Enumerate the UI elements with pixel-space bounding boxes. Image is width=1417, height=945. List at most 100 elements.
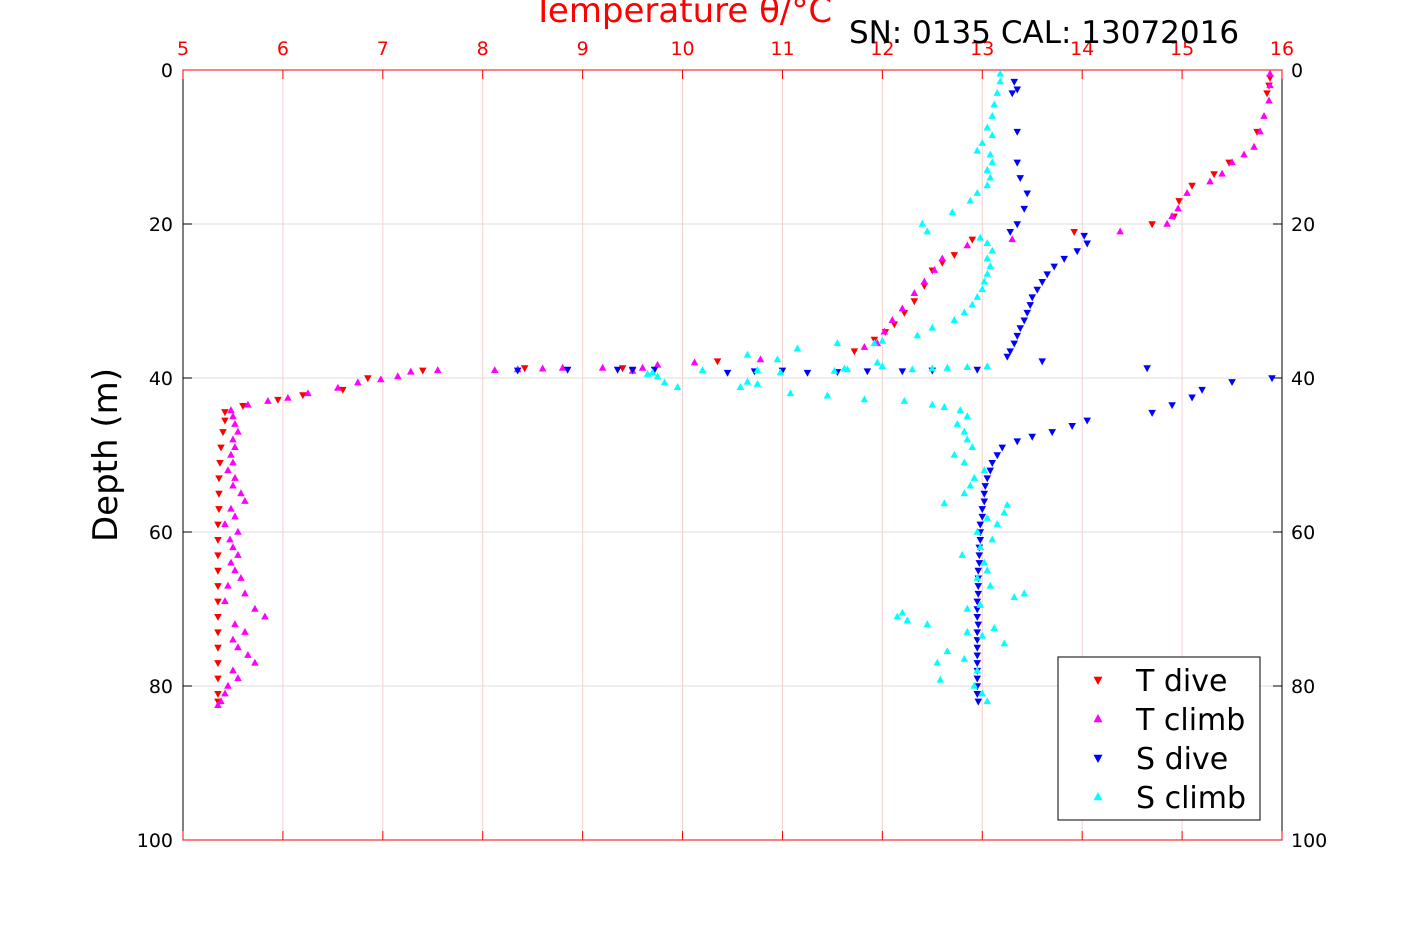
- x-tick-label: 12: [870, 38, 894, 60]
- data-point: [1083, 240, 1091, 248]
- y-tick-label-right: 20: [1291, 214, 1315, 236]
- data-point: [940, 403, 949, 410]
- data-point: [1013, 159, 1022, 167]
- data-point: [1008, 235, 1017, 243]
- data-point: [244, 400, 252, 408]
- data-point: [943, 363, 952, 371]
- data-point: [215, 475, 223, 483]
- data-point: [928, 364, 937, 372]
- data-point: [563, 366, 572, 374]
- data-point: [1174, 204, 1182, 212]
- data-point: [988, 158, 997, 166]
- data-point: [1013, 128, 1022, 136]
- series-s-dive: [513, 78, 1276, 706]
- data-point: [1168, 212, 1176, 220]
- data-point: [976, 536, 985, 544]
- data-point: [229, 481, 237, 489]
- data-point: [966, 481, 975, 489]
- data-point: [1010, 593, 1019, 601]
- data-point: [1260, 112, 1268, 119]
- legend-marker: [1093, 714, 1103, 723]
- data-point: [234, 674, 242, 682]
- data-point: [878, 362, 887, 370]
- data-point: [394, 372, 402, 380]
- data-point: [938, 254, 947, 262]
- data-point: [983, 362, 992, 370]
- data-point: [986, 467, 995, 475]
- data-point: [978, 506, 987, 514]
- data-point: [900, 396, 909, 404]
- data-point: [214, 521, 222, 529]
- data-point: [900, 309, 909, 317]
- data-point: [1188, 182, 1196, 190]
- data-point: [1083, 417, 1091, 425]
- data-point: [1020, 589, 1029, 597]
- data-point: [910, 289, 919, 297]
- data-point: [1043, 271, 1051, 279]
- data-point: [214, 552, 222, 560]
- data-point: [1033, 286, 1042, 294]
- data-point: [229, 543, 237, 551]
- data-point: [490, 366, 499, 374]
- data-point: [980, 277, 989, 285]
- data-point: [998, 444, 1007, 452]
- data-point: [364, 375, 372, 383]
- data-point: [1168, 402, 1176, 410]
- data-point: [1266, 74, 1274, 82]
- y-tick-label-right: 40: [1291, 368, 1315, 390]
- data-point: [898, 304, 907, 312]
- data-point: [983, 697, 992, 705]
- data-point: [1266, 69, 1274, 77]
- data-point: [1265, 96, 1273, 104]
- data-point: [973, 675, 982, 683]
- data-point: [690, 358, 699, 366]
- data-point: [1016, 175, 1025, 182]
- data-point: [830, 366, 839, 374]
- data-point: [1163, 219, 1171, 227]
- y-tick-label-left: 20: [149, 214, 173, 236]
- data-point: [231, 566, 239, 574]
- data-point: [973, 613, 982, 621]
- x-tick-label: 8: [477, 38, 489, 60]
- data-point: [898, 608, 907, 616]
- data-point: [973, 598, 982, 606]
- data-point: [974, 621, 983, 629]
- data-point: [1228, 158, 1236, 166]
- data-point: [974, 698, 983, 706]
- data-point: [983, 513, 992, 521]
- data-point: [1148, 409, 1156, 417]
- data-point: [908, 365, 917, 373]
- data-point: [978, 631, 987, 639]
- data-point: [628, 366, 637, 374]
- data-point: [1183, 189, 1191, 196]
- data-point: [923, 227, 932, 235]
- data-point: [234, 550, 242, 558]
- data-point: [960, 489, 969, 497]
- data-point: [920, 282, 929, 290]
- y-tick-label-left: 80: [149, 676, 173, 698]
- data-point: [968, 443, 977, 451]
- data-point: [973, 366, 982, 374]
- data-point: [433, 366, 442, 374]
- data-point: [214, 583, 222, 591]
- x-tick-label: 6: [277, 38, 289, 60]
- x-tick-label: 11: [770, 38, 794, 60]
- data-point: [983, 269, 992, 277]
- data-point: [1250, 142, 1258, 150]
- data-point: [237, 574, 245, 581]
- data-point: [643, 369, 652, 377]
- data-point: [823, 391, 832, 399]
- data-point: [1010, 340, 1019, 348]
- data-point: [973, 637, 982, 644]
- data-point: [743, 350, 752, 358]
- data-point: [978, 689, 987, 697]
- data-point: [970, 473, 979, 481]
- data-point: [229, 435, 237, 443]
- data-point: [973, 189, 982, 196]
- data-point: [231, 512, 239, 520]
- data-point: [981, 483, 990, 490]
- data-point: [963, 241, 972, 249]
- data-point: [974, 583, 983, 591]
- y-tick-label-right: 0: [1291, 60, 1303, 82]
- data-point: [918, 219, 927, 227]
